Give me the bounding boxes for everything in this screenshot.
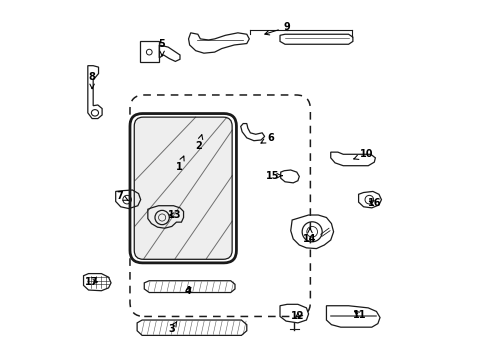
Text: 6: 6	[261, 133, 274, 143]
Text: 11: 11	[353, 310, 367, 320]
Text: 3: 3	[169, 321, 177, 334]
Text: 17: 17	[85, 277, 99, 287]
Bar	[140, 41, 159, 62]
Text: 9: 9	[265, 22, 291, 35]
Text: 14: 14	[303, 228, 317, 244]
Text: 10: 10	[354, 149, 373, 159]
Text: 8: 8	[89, 72, 96, 89]
Text: 12: 12	[291, 311, 305, 321]
Text: 2: 2	[195, 135, 203, 151]
Text: 4: 4	[184, 287, 191, 296]
Text: 16: 16	[368, 198, 381, 208]
Text: 15: 15	[266, 171, 282, 181]
Text: 5: 5	[159, 39, 166, 56]
Text: 1: 1	[175, 156, 184, 172]
FancyBboxPatch shape	[134, 117, 232, 259]
Text: 7: 7	[116, 191, 128, 201]
Text: 13: 13	[168, 210, 181, 220]
